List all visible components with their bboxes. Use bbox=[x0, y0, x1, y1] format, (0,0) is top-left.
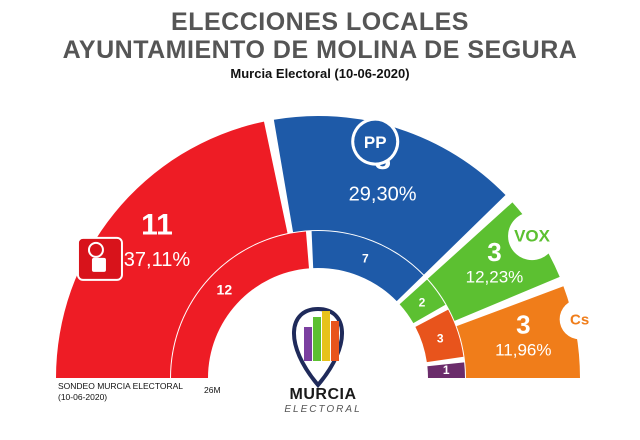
outer-seats-psoe: 11 bbox=[141, 209, 173, 242]
logo-bar-2 bbox=[313, 317, 321, 361]
inner-wedge-vox bbox=[399, 279, 446, 324]
inner-seats-other: 1 bbox=[443, 363, 450, 377]
inner-ring-note: 26M bbox=[204, 385, 221, 395]
pp-logo-disc bbox=[354, 120, 397, 163]
cs-logo-text: Cs bbox=[570, 311, 589, 328]
title-line-1: ELECCIONES LOCALES bbox=[171, 8, 469, 36]
inner-wedge-cs bbox=[415, 309, 464, 363]
outer-wedge-psoe bbox=[56, 121, 288, 378]
subtitle: Murcia Electoral (10-06-2020) bbox=[230, 66, 410, 81]
inner-seats-psoe: 12 bbox=[217, 282, 233, 298]
inner-wedge-psoe bbox=[171, 231, 309, 378]
inner-seats-cs: 3 bbox=[437, 331, 444, 345]
vox-logo-icon bbox=[508, 212, 557, 261]
outer-wedge-pp bbox=[273, 115, 506, 275]
psoe-rose-icon bbox=[87, 241, 104, 258]
inner-seats-vox: 2 bbox=[419, 296, 426, 310]
logo-bar-4 bbox=[331, 321, 339, 361]
outer-seats-vox: 3 bbox=[487, 237, 501, 267]
inner-wedge-pp bbox=[311, 230, 424, 302]
vox-logo-text: VOX bbox=[514, 227, 551, 246]
inner-wedge-other bbox=[427, 362, 465, 378]
pp-logo-text: PP bbox=[364, 133, 387, 152]
outer-seats-cs: 3 bbox=[516, 310, 530, 340]
outer-wedge-cs bbox=[456, 286, 580, 378]
murcia-electoral-logo-text: MURCIA bbox=[289, 386, 357, 403]
outer-percent-pp: 29,30% bbox=[349, 184, 417, 206]
outer-percent-psoe: 37,11% bbox=[124, 249, 191, 271]
title-line-2: AYUNTAMIENTO DE MOLINA DE SEGURA bbox=[62, 36, 578, 64]
outer-percent-vox: 12,23% bbox=[466, 267, 524, 286]
outer-ring-note: SONDEO MURCIA ELECTORAL (10-06-2020) bbox=[58, 381, 183, 402]
logo-bar-3 bbox=[322, 311, 330, 361]
inner-seats-pp: 7 bbox=[362, 252, 369, 266]
outer-percent-cs: 11,96% bbox=[495, 340, 551, 359]
psoe-fist-icon bbox=[91, 257, 106, 272]
murcia-electoral-logo-subtext: ELECTORAL bbox=[284, 404, 362, 415]
logo-bar-1 bbox=[304, 327, 312, 361]
cs-logo-icon bbox=[559, 299, 600, 340]
